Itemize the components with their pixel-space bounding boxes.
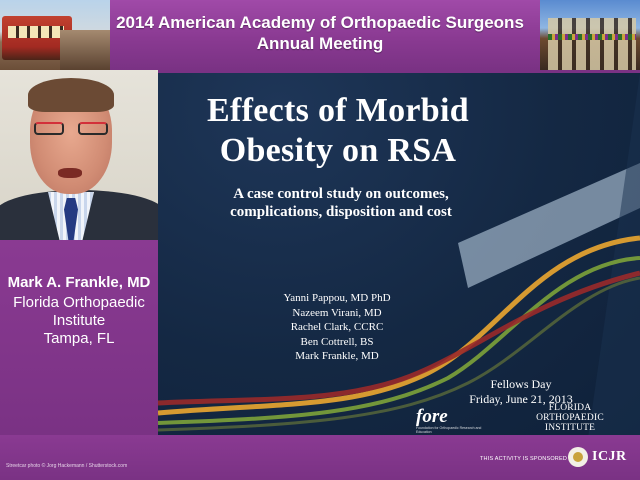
- speaker-location: Tampa, FL: [43, 330, 115, 347]
- swoosh-red: [158, 270, 640, 406]
- speaker-institution-line1: Florida Orthopaedic: [13, 294, 145, 311]
- event-info: Fellows Day Friday, June 21, 2013: [416, 377, 626, 407]
- presentation-slide: Effects of Morbid Obesity on RSA A case …: [158, 70, 640, 435]
- fore-logo: fore Foundation for Orthopaedic Research…: [416, 407, 486, 435]
- speaker-institution-line2: Institute: [52, 312, 106, 329]
- conference-title-line1: 2014 American Academy of Orthopaedic Sur…: [116, 13, 524, 32]
- author: Nazeem Virani, MD: [292, 306, 382, 319]
- speaker-info-panel: Mark A. Frankle, MD Florida Orthopaedic …: [0, 240, 158, 435]
- header-banner: 2014 American Academy of Orthopaedic Sur…: [0, 0, 640, 70]
- conference-title-line2: Annual Meeting: [256, 34, 384, 53]
- slide-subtitle-line1: A case control study on outcomes,: [233, 186, 449, 202]
- florida-orthopaedic-institute-logo: FLORIDA ORTHOPAEDIC INSTITUTE: [526, 403, 614, 435]
- foi-logo-line3: INSTITUTE: [544, 423, 596, 433]
- slide-subtitle: A case control study on outcomes, compli…: [158, 185, 524, 221]
- foi-logo-line1: FLORIDA: [548, 403, 592, 413]
- slide-title: Effects of Morbid Obesity on RSA: [158, 91, 518, 171]
- speaker-glasses: [34, 122, 108, 136]
- sponsor-text: THIS ACTIVITY IS SPONSORED BY: [480, 456, 577, 462]
- author: Rachel Clark, CCRC: [290, 321, 384, 334]
- icjr-emblem-icon: [568, 447, 588, 467]
- author: Yanni Pappou, MD PhD: [283, 292, 391, 304]
- dark-edge-shade: [588, 73, 640, 435]
- slide-subtitle-line2: complications, disposition and cost: [230, 204, 452, 220]
- fore-logo-tagline: Foundation for Orthopaedic Research and …: [416, 426, 482, 434]
- speaker-name: Mark A. Frankle, MD: [7, 274, 151, 291]
- slide-swoosh-graphic: [158, 73, 640, 435]
- fore-logo-word: fore: [416, 406, 448, 427]
- speaker-mouth: [58, 168, 82, 178]
- street-shape: [60, 30, 110, 70]
- light-diagonal-band: [458, 163, 640, 288]
- speaker-tie: [64, 198, 78, 240]
- streetcar-photo: [0, 0, 110, 70]
- french-quarter-photo: [540, 0, 640, 70]
- balcony-decoration: [548, 34, 636, 40]
- photo-credit: Streetcar photo © Jorg Hackemann / Shutt…: [6, 463, 128, 469]
- foi-logo-line2: ORTHOPAEDIC: [536, 413, 604, 423]
- conference-title: 2014 American Academy of Orthopaedic Sur…: [110, 12, 530, 54]
- author-list: Yanni Pappou, MD PhD Nazeem Virani, MD R…: [232, 291, 442, 364]
- footer-bar: Streetcar photo © Jorg Hackemann / Shutt…: [0, 435, 640, 480]
- author: Mark Frankle, MD: [295, 350, 379, 363]
- slide-title-line1: Effects of Morbid: [207, 92, 469, 129]
- event-date: Friday, June 21, 2013: [469, 392, 573, 406]
- building-shape: [548, 18, 636, 70]
- swoosh-green: [158, 256, 640, 425]
- event-name: Fellows Day: [490, 377, 552, 391]
- slide-title-line2: Obesity on RSA: [219, 132, 457, 169]
- icjr-logo: ICJR: [568, 445, 636, 469]
- icjr-name: ICJR: [592, 449, 627, 464]
- speaker-hair: [28, 78, 114, 112]
- speaker-video: [0, 70, 158, 240]
- swoosh-olive: [158, 276, 640, 432]
- swoosh-orange: [158, 235, 640, 416]
- author: Ben Cottrell, BS: [300, 335, 374, 348]
